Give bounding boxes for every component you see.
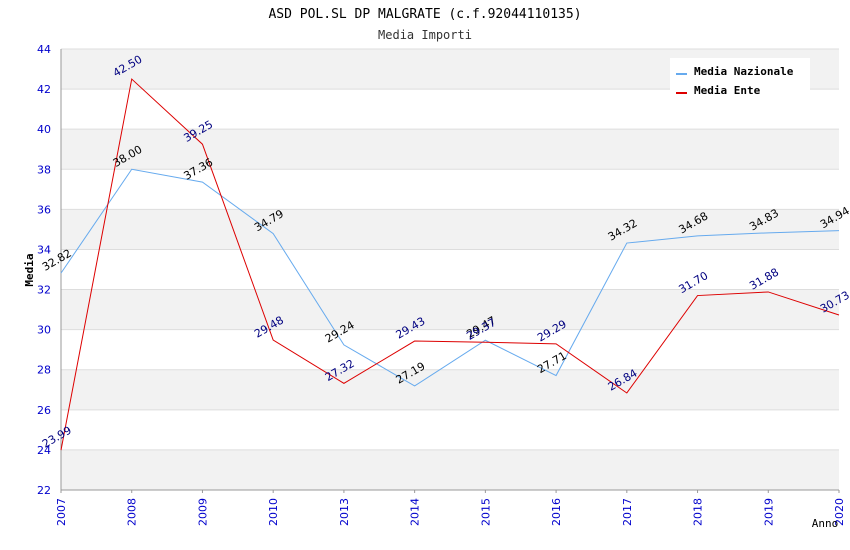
grid-band bbox=[61, 209, 839, 250]
series-line-media-nazionale bbox=[60, 168, 840, 387]
x-tick-label: 2020 bbox=[833, 498, 846, 526]
grid-band bbox=[61, 449, 839, 490]
chart-subtitle: Media Importi bbox=[378, 28, 472, 42]
y-tick-label: 24 bbox=[37, 444, 51, 457]
x-tick-label: 2017 bbox=[621, 498, 634, 526]
y-tick-label: 38 bbox=[37, 163, 51, 176]
legend-box bbox=[670, 58, 810, 101]
grid-band bbox=[61, 289, 839, 330]
y-tick-label: 32 bbox=[37, 284, 51, 297]
x-tick-label: 2013 bbox=[338, 498, 351, 526]
x-axis-label: Anno bbox=[812, 517, 839, 530]
y-tick-label: 30 bbox=[37, 324, 51, 337]
x-axis-ticks: 2007 2008 2009 2010 2013 2014 2015 2016 2017 2018… bbox=[55, 490, 846, 526]
y-axis-ticks: 22 24 26 28 30 32 34 36 38 40 42 44 bbox=[37, 43, 51, 497]
y-tick-label: 44 bbox=[37, 43, 51, 56]
grid-band bbox=[61, 129, 839, 170]
x-tick-label: 2019 bbox=[762, 498, 775, 526]
plot-area bbox=[61, 49, 839, 490]
x-tick-label: 2010 bbox=[267, 498, 280, 526]
y-tick-label: 22 bbox=[37, 484, 51, 497]
legend-label: Media Ente bbox=[694, 84, 761, 97]
plot-background bbox=[61, 48, 839, 491]
x-tick-label: 2016 bbox=[550, 498, 563, 526]
x-tick-label: 2014 bbox=[409, 498, 422, 526]
legend: Media Nazionale Media Ente bbox=[670, 58, 810, 101]
legend-label: Media Nazionale bbox=[694, 65, 794, 78]
x-tick-label: 2015 bbox=[479, 498, 492, 526]
x-tick-label: 2008 bbox=[126, 498, 139, 526]
x-tick-label: 2009 bbox=[196, 498, 209, 526]
grid-band bbox=[61, 369, 839, 410]
chart-title: ASD POL.SL DP MALGRATE (c.f.92044110135) bbox=[268, 7, 581, 22]
y-tick-label: 42 bbox=[37, 83, 51, 96]
x-tick-label: 2018 bbox=[692, 498, 705, 526]
y-tick-label: 34 bbox=[37, 243, 51, 256]
series-line-media-ente bbox=[60, 78, 840, 451]
series-lines bbox=[60, 78, 840, 451]
y-tick-label: 36 bbox=[37, 203, 51, 216]
y-axis-label: Media bbox=[23, 253, 36, 286]
x-tick-label: 2007 bbox=[55, 498, 68, 526]
y-tick-label: 26 bbox=[37, 404, 51, 417]
y-tick-label: 40 bbox=[37, 123, 51, 136]
y-tick-label: 28 bbox=[37, 364, 51, 377]
